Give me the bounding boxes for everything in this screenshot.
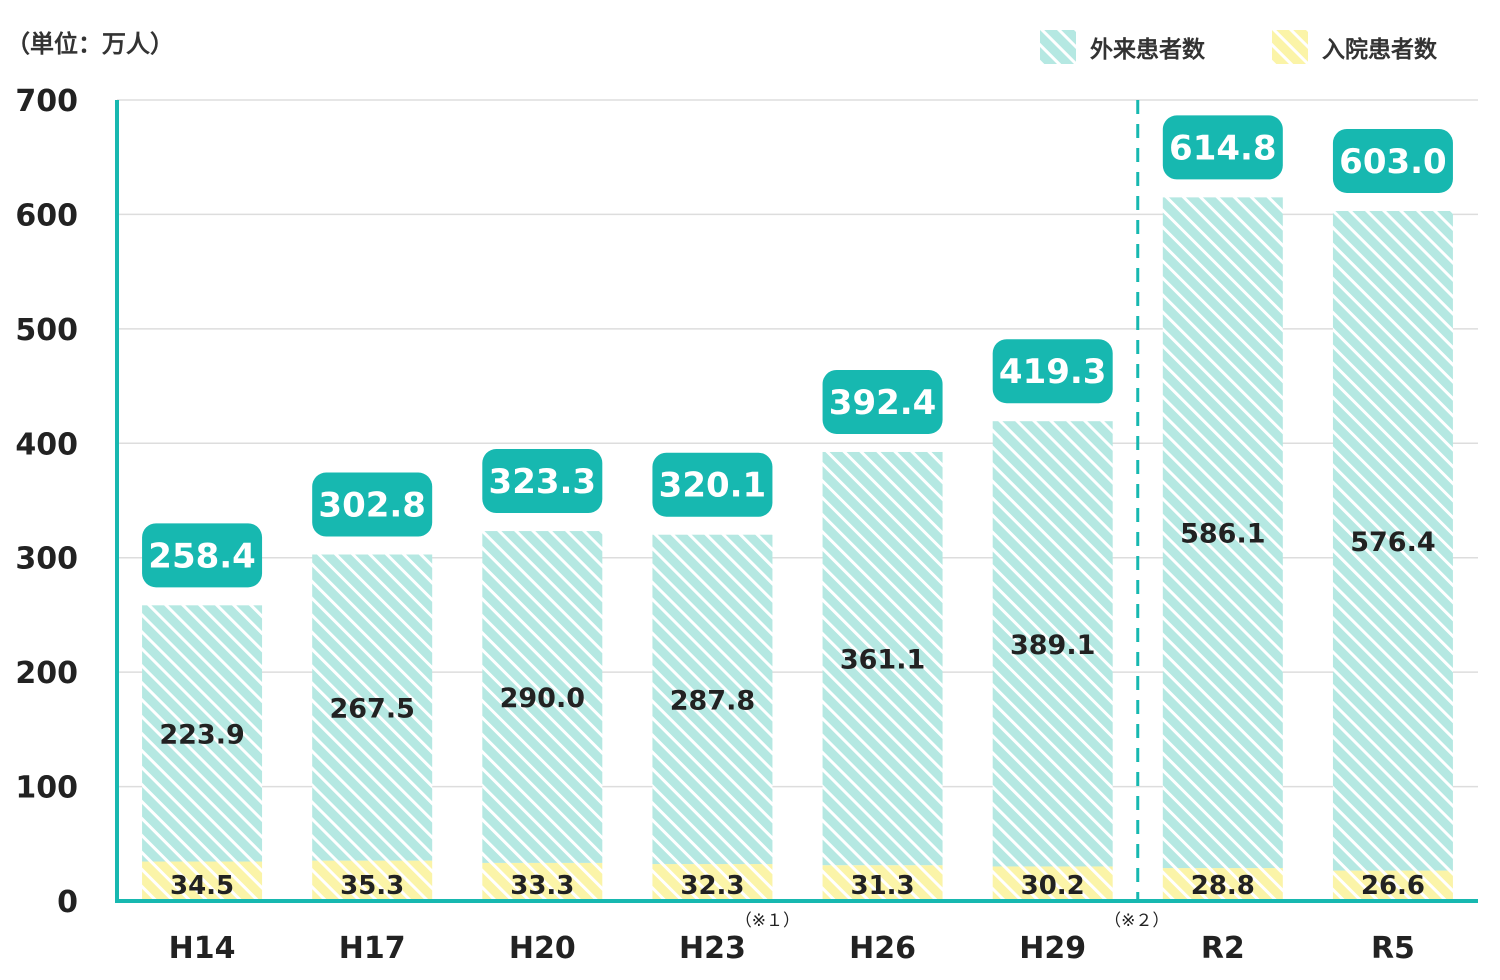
bar-outpatient-H29 [992, 421, 1113, 867]
legend-item-outpatient: 外来患者数 [1040, 30, 1205, 64]
data-label-outpatient: 389.1 [1010, 630, 1095, 661]
bar-inpatient-R5 [1332, 870, 1453, 901]
footnote-marker-H23: （※１） [735, 911, 800, 931]
bar-outpatient-R2 [1162, 197, 1283, 869]
bar-inpatient-H14 [142, 861, 263, 901]
bars [142, 197, 1453, 901]
data-label-inpatient: 26.6 [1361, 871, 1425, 901]
data-label-inpatient: 28.8 [1191, 871, 1255, 901]
x-tick-label: R5 [1371, 931, 1415, 966]
total-label: 323.3 [489, 462, 597, 502]
legend-swatch-inpatient [1272, 30, 1308, 64]
axes [115, 100, 1478, 903]
bar-outpatient-H17 [312, 554, 433, 861]
total-badge-H20 [482, 449, 603, 514]
total-badge-H17 [312, 472, 433, 537]
data-label-outpatient: 287.8 [670, 685, 755, 716]
bar-inpatient-H26 [822, 865, 943, 901]
x-tick-label: H29 [1019, 931, 1086, 966]
data-label-outpatient: 290.0 [500, 683, 585, 714]
data-label-outpatient: 267.5 [329, 694, 414, 725]
total-badge-H26 [822, 369, 943, 434]
bar-outpatient-R5 [1332, 210, 1453, 871]
labels: 0 100 200 300 400 500 600 700 34.5 223.9 258.4 H14 3… [15, 84, 1453, 966]
total-label: 392.4 [829, 383, 937, 423]
legend-swatch-outpatient [1040, 30, 1076, 64]
x-tick-label: H17 [339, 931, 406, 966]
y-tick-label: 200 [15, 656, 78, 691]
y-tick-label: 500 [15, 313, 78, 348]
total-badge-R5 [1332, 128, 1453, 193]
total-badge-R2 [1162, 115, 1283, 180]
y-tick-label: 300 [15, 542, 78, 577]
data-label-outpatient: 586.1 [1180, 519, 1265, 550]
bar-inpatient-H23 [652, 864, 773, 901]
total-badge-H29 [992, 339, 1113, 404]
bar-inpatient-R2 [1162, 868, 1283, 901]
data-label-outpatient: 223.9 [159, 719, 244, 750]
data-label-inpatient: 31.3 [850, 871, 914, 901]
total-badge-H14 [142, 523, 263, 588]
bar-outpatient-H14 [142, 605, 263, 862]
legend-label-outpatient: 外来患者数 [1090, 37, 1205, 63]
y-tick-label: 0 [57, 885, 78, 920]
total-label: 614.8 [1169, 128, 1277, 168]
data-label-inpatient: 32.3 [680, 871, 744, 901]
total-label: 302.8 [318, 486, 426, 526]
bar-outpatient-H26 [822, 451, 943, 866]
total-badge-H23 [652, 452, 773, 517]
x-tick-label: H14 [169, 931, 236, 966]
bar-inpatient-H20 [482, 862, 603, 901]
data-label-outpatient: 576.4 [1350, 527, 1435, 558]
data-label-inpatient: 30.2 [1021, 871, 1085, 901]
x-tick-label: H20 [509, 931, 576, 966]
bar-outpatient-H23 [652, 534, 773, 865]
total-label: 419.3 [999, 352, 1107, 392]
bar-inpatient-H17 [312, 860, 433, 901]
footnote-marker-R2: （※２） [1104, 911, 1169, 931]
bar-outpatient-H20 [482, 531, 603, 863]
data-label-inpatient: 33.3 [510, 871, 574, 901]
total-label: 258.4 [148, 536, 256, 576]
x-tick-label: H26 [849, 931, 916, 966]
data-label-inpatient: 35.3 [340, 871, 404, 901]
y-tick-label: 700 [15, 84, 78, 119]
y-tick-label: 100 [15, 771, 78, 806]
legend-label-inpatient: 入院患者数 [1322, 37, 1437, 63]
unit-label: （単位：万人） [6, 30, 174, 58]
data-label-inpatient: 34.5 [170, 871, 234, 901]
data-label-outpatient: 361.1 [840, 645, 925, 676]
legend-item-inpatient: 入院患者数 [1272, 30, 1437, 64]
bar-inpatient-H29 [992, 866, 1113, 901]
y-tick-label: 400 [15, 427, 78, 462]
total-label: 320.1 [659, 466, 767, 506]
x-tick-label: H23 [679, 931, 746, 966]
total-label: 603.0 [1339, 142, 1447, 182]
y-tick-label: 600 [15, 198, 78, 233]
x-tick-label: R2 [1201, 931, 1245, 966]
